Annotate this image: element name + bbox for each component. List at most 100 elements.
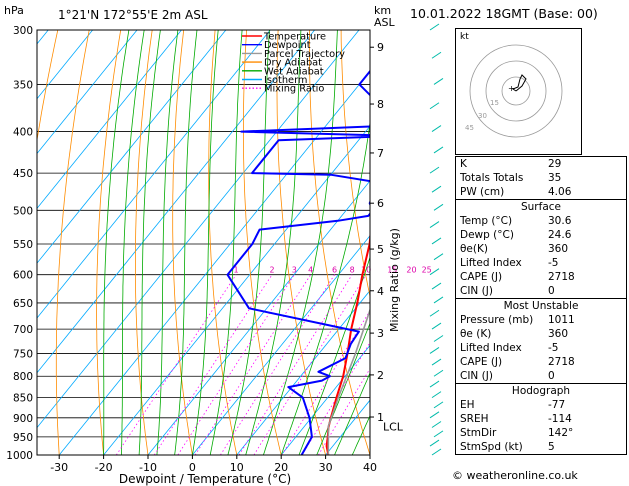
wet-adiabat-line — [121, 30, 145, 455]
dry-adiabat-line — [340, 30, 370, 299]
isotherm-line — [280, 344, 370, 455]
wind-barb-icon — [433, 77, 444, 85]
location-title: 1°21'N 172°55'E 2m ASL — [58, 8, 208, 22]
km-tick-label: 3 — [377, 327, 384, 340]
most-unstable-title: Most Unstable — [503, 300, 579, 312]
index-row-k: K 29 — [460, 158, 562, 170]
wind-barb-icon — [433, 401, 444, 409]
mixing-ratio-line — [281, 309, 370, 455]
surface-title: Surface — [520, 201, 561, 213]
wind-barb-icon — [433, 296, 444, 304]
table-row: EH -77 — [460, 399, 566, 411]
km-tick-label: 1 — [377, 411, 384, 424]
isotherm-line — [58, 70, 370, 455]
series-line-dewpoint — [226, 69, 370, 455]
legend-label: Isotherm — [264, 75, 307, 86]
wind-barb-icon — [429, 439, 440, 447]
km-label: km — [374, 4, 392, 17]
pressure-tick-label: 650 — [13, 298, 33, 310]
mixing-ratio-line — [177, 274, 295, 455]
wet-adiabat-line — [298, 255, 370, 455]
km-tick-label: 7 — [377, 147, 384, 160]
pressure-tick-label: 300 — [13, 25, 33, 37]
index-row-pw: PW (cm) 4.06 — [460, 186, 572, 198]
index-row-totals: Totals Totals 35 — [460, 172, 562, 184]
isotherm-line — [192, 235, 370, 455]
mixing-ratio-line — [238, 274, 353, 455]
x-axis-label: Dewpoint / Temperature (°C) — [119, 472, 291, 486]
isotherm-line — [37, 30, 182, 209]
hodograph-ring — [485, 60, 547, 122]
x-tick-label: 10 — [230, 461, 244, 474]
wet-adiabat-line — [263, 30, 338, 455]
pressure-tick-label: 550 — [13, 239, 33, 251]
hodograph-ring-label: 30 — [478, 112, 487, 120]
wet-adiabat-line — [316, 322, 370, 455]
table-row: θe(K) 360 — [460, 243, 569, 255]
hodograph-section: Hodograph EH -77 SREH -114 StmDir 142° StmS… — [456, 383, 626, 454]
pressure-tick-label: 800 — [13, 371, 33, 383]
lcl-label: LCL — [383, 420, 404, 433]
wind-barb-icon — [433, 335, 444, 342]
isotherm-line — [37, 30, 227, 264]
mixing-ratio-tick-label: 3 — [292, 266, 297, 275]
mixing-ratio-tick-label: 25 — [422, 266, 432, 275]
pressure-tick-label: 700 — [13, 324, 33, 336]
mixing-ratio-tick-label: 6 — [332, 266, 337, 275]
table-row: Pressure (mb) 1011 — [460, 314, 575, 326]
hodograph-ring — [469, 44, 563, 138]
mixing-ratio-tick-label: 10 — [361, 266, 371, 275]
legend-label: Parcel Trajectory — [264, 49, 345, 60]
wind-barb-icon — [431, 448, 442, 456]
wind-barb-icon — [433, 146, 444, 154]
wet-adiabat-line — [209, 30, 243, 455]
hpa-label: hPa — [4, 4, 24, 17]
table-row: CIN (J) 0 — [460, 285, 555, 297]
km-tick-label: 8 — [377, 98, 384, 111]
footer-credit: © weatheronline.co.uk — [452, 469, 578, 482]
wind-barb-icon — [431, 358, 442, 366]
pressure-tick-label: 1000 — [6, 450, 33, 462]
pressure-tick-label: 750 — [13, 348, 33, 360]
isotherm-line — [37, 30, 360, 429]
hodograph: + 15 30 45 kt — [455, 28, 582, 155]
mixing-ratio-line — [115, 274, 237, 455]
wind-barb-icon — [431, 185, 442, 193]
pressure-tick-label: 350 — [13, 79, 33, 91]
table-row: StmDir 142° — [460, 427, 574, 439]
wind-barb-icon — [431, 237, 442, 245]
isotherm-line — [236, 289, 370, 455]
wind-barb-icon — [429, 268, 440, 276]
wind-barb-icon — [431, 421, 442, 428]
wind-barb-icon — [431, 125, 442, 132]
surface-section: Surface Temp (°C) 30.6 Dewp (°C) 24.6 θe(K… — [456, 199, 626, 298]
x-tick-label: -30 — [50, 461, 68, 474]
mixing-ratio-line — [253, 274, 367, 455]
mixing-ratio-tick-label: 15 — [387, 266, 397, 275]
table-row: SREH -114 — [460, 413, 572, 425]
isotherm-line — [147, 180, 370, 455]
hodograph-title: Hodograph — [511, 385, 571, 397]
isotherm-line — [37, 30, 315, 374]
wind-barb-icon — [433, 253, 444, 261]
wind-barb-icon — [429, 23, 440, 31]
x-tick-label: 0 — [189, 461, 196, 474]
mixing-ratio-line — [301, 341, 370, 455]
table-row: θe (K) 360 — [460, 328, 569, 340]
wind-barb-icon — [429, 411, 440, 419]
mixing-ratio-tick-label: 4 — [308, 266, 313, 275]
dry-adiabat-line — [242, 30, 282, 455]
hodograph-ring-label: 15 — [490, 99, 499, 107]
x-tick-label: -20 — [95, 461, 113, 474]
km-tick-label: 6 — [377, 197, 384, 210]
x-tick-label: 40 — [363, 461, 377, 474]
table-row: CAPE (J) 2718 — [460, 271, 575, 283]
plot-frame — [36, 29, 371, 456]
km-tick-label: 9 — [377, 41, 384, 54]
mixing-ratio-line — [153, 274, 273, 455]
wind-barb-icon — [433, 369, 444, 377]
datetime-title: 10.01.2022 18GMT (Base: 00) — [410, 6, 598, 21]
wet-adiabat-line — [227, 30, 270, 455]
x-tick-label: -10 — [139, 461, 157, 474]
